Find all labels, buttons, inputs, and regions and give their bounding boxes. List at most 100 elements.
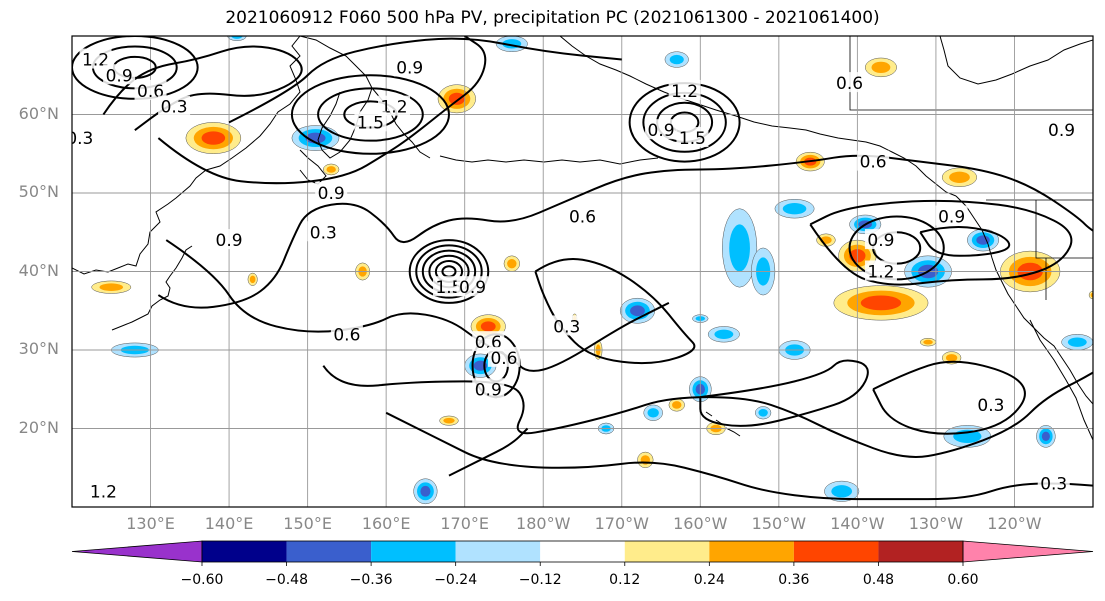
pv-contour-line — [448, 427, 529, 477]
colorbar-tick-label: 0.48 — [862, 572, 895, 588]
precip-area — [647, 408, 659, 418]
precip-area — [669, 54, 684, 65]
latitude-label: 20°N — [18, 417, 59, 437]
colorbar-segment — [286, 541, 372, 562]
pv-label-mask — [472, 378, 505, 399]
pv-contour-line — [872, 360, 1026, 435]
pv-contour-label: 1.2 — [380, 98, 407, 118]
latitude-label: 60°N — [18, 103, 59, 123]
colorbar-segment — [540, 541, 625, 562]
pv-contour-label: 0.3 — [310, 223, 337, 243]
precip-area — [860, 295, 902, 311]
colorbar-segment — [878, 541, 963, 562]
coastline-layer — [72, 36, 1093, 441]
pv-contour-label: 0.6 — [137, 82, 164, 102]
pv-label-mask — [566, 205, 599, 226]
pv-label-mask — [833, 72, 866, 93]
longitude-label: 150°W — [751, 514, 807, 533]
pv-contour-label: 1.2 — [90, 482, 117, 502]
pv-contour-line — [809, 199, 1073, 286]
precip-area — [1067, 337, 1087, 347]
precip-area — [714, 329, 734, 340]
pv-label-mask — [676, 127, 709, 148]
pv-contour-label: 0.9 — [216, 231, 243, 251]
pv-contour-line — [322, 365, 1093, 458]
longitude-label: 130°E — [126, 514, 175, 533]
longitude-label: 160°W — [673, 514, 728, 533]
pv-contour-line — [102, 45, 303, 132]
precip-area — [672, 401, 682, 409]
longitude-label: 180°W — [516, 514, 571, 533]
latitude-label: 50°N — [18, 182, 59, 201]
precip-area — [949, 171, 970, 183]
pv-label-mask — [935, 205, 968, 226]
colorbar-tick-label: −0.24 — [434, 572, 478, 588]
precip-area — [1041, 431, 1050, 442]
latitude-label: 30°N — [18, 339, 59, 358]
colorbar-segment — [709, 541, 794, 562]
pv-label-mask — [79, 48, 112, 69]
colorbar-tick-label: 0.12 — [609, 572, 641, 588]
pv-contour-label: 0.9 — [1048, 121, 1075, 141]
precip-area — [758, 409, 768, 417]
pv-contour-label: 0.3 — [1040, 474, 1067, 494]
pv-label-mask — [857, 150, 890, 171]
pv-contour-label: 0.6 — [836, 74, 863, 94]
pv-contour-label: 1.5 — [679, 129, 706, 149]
pv-contour-line — [165, 239, 670, 372]
pv-contour-label: 0.9 — [475, 380, 502, 400]
coastline-hudson — [939, 36, 1093, 85]
colorbar-tick-label: −0.36 — [349, 572, 393, 588]
pv-contour-label: 0.3 — [66, 129, 93, 149]
longitude-label: 140°E — [204, 514, 254, 533]
pv-label-mask — [134, 79, 167, 100]
pv-contour-line — [228, 37, 622, 124]
colorbar-segment — [793, 541, 879, 562]
pv-label-mask — [72, 127, 96, 148]
precip-area — [871, 61, 891, 74]
pv-contour-ring — [415, 244, 483, 299]
colorbar-segment — [202, 541, 287, 562]
pv-contour-label-layer: 1.20.90.60.30.30.91.21.51.20.9 1.50.60.90… — [66, 48, 1078, 502]
precip-area — [201, 131, 226, 145]
precip-area — [420, 485, 431, 497]
pv-contour-line — [157, 154, 1093, 309]
longitude-label: 170°E — [440, 514, 490, 533]
colorbar-tick-label: 0.60 — [947, 572, 979, 588]
coastline-alaska — [559, 36, 957, 197]
coastline-asia — [72, 36, 301, 275]
longitude-label: 130°W — [908, 514, 964, 533]
pv-label-mask — [315, 182, 348, 202]
colorbar — [71, 540, 1094, 566]
pv-contour-label: 0.3 — [161, 98, 188, 118]
pv-label-mask — [550, 315, 583, 336]
precip-area — [507, 258, 517, 269]
pv-contour-label: 0.9 — [938, 208, 965, 228]
colorbar-extend-high — [962, 540, 1094, 563]
pv-label-mask — [1045, 119, 1078, 140]
pv-contour-label: 0.6 — [569, 208, 596, 228]
pv-contour-label: 0.9 — [459, 278, 486, 298]
colorbar-segment — [624, 541, 710, 562]
pv-contour-label: 0.9 — [396, 58, 423, 78]
precip-area — [729, 224, 750, 272]
longitude-label: 160°E — [361, 514, 411, 533]
precip-area — [249, 275, 256, 284]
colorbar-frame — [201, 540, 964, 563]
precip-area — [231, 36, 243, 39]
colorbar-tick-label: 0.36 — [778, 572, 810, 588]
pv-label-mask — [330, 323, 363, 344]
precip-area — [448, 92, 465, 105]
latitude-label: 40°N — [18, 260, 59, 280]
colorbar-tick-label: −0.12 — [518, 572, 562, 588]
pv-label-mask — [864, 229, 897, 250]
coastline-aleutians — [439, 155, 659, 165]
longitude-label: 170°W — [594, 514, 649, 533]
precip-area — [480, 321, 496, 332]
precip-area — [630, 305, 645, 317]
pv-contour-label: 0.9 — [648, 121, 675, 141]
pv-contour-label: 1.5 — [357, 113, 384, 133]
pv-label-mask — [378, 95, 411, 116]
figure-title: 2021060912 F060 500 hPa PV, precipitatio… — [225, 8, 880, 28]
